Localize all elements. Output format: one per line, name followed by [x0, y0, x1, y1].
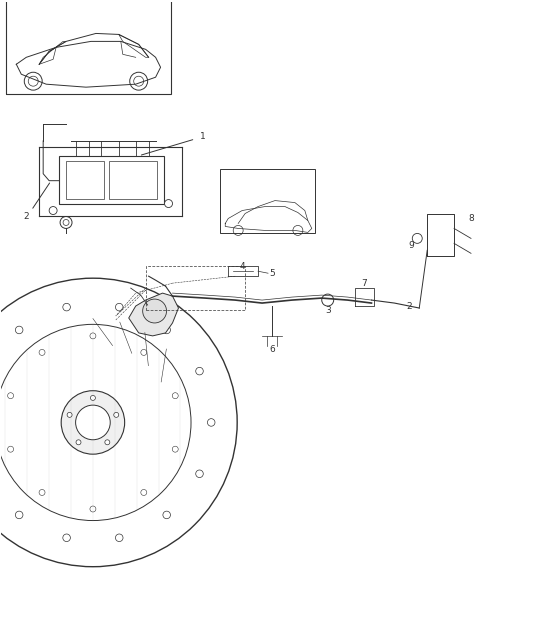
- Circle shape: [76, 440, 81, 445]
- Circle shape: [90, 396, 95, 401]
- Circle shape: [196, 367, 203, 375]
- Circle shape: [90, 333, 96, 339]
- Text: 8: 8: [468, 214, 474, 223]
- Circle shape: [39, 349, 45, 355]
- Circle shape: [196, 470, 203, 477]
- Circle shape: [172, 392, 178, 399]
- Circle shape: [15, 326, 23, 333]
- Circle shape: [141, 489, 147, 495]
- Circle shape: [39, 489, 45, 495]
- Text: 9: 9: [408, 241, 414, 250]
- Circle shape: [165, 200, 173, 207]
- Text: 1: 1: [199, 133, 205, 141]
- Bar: [220, 169, 315, 234]
- Circle shape: [208, 419, 215, 426]
- Text: 6: 6: [269, 345, 275, 354]
- Polygon shape: [129, 293, 178, 336]
- Circle shape: [163, 326, 171, 333]
- Bar: [59, 156, 164, 203]
- Bar: [66, 161, 104, 198]
- Text: 7: 7: [362, 279, 367, 288]
- Circle shape: [116, 534, 123, 541]
- Circle shape: [8, 392, 14, 399]
- Circle shape: [76, 405, 110, 440]
- Circle shape: [15, 511, 23, 519]
- Bar: [7, 0, 171, 94]
- Circle shape: [49, 207, 57, 215]
- Circle shape: [172, 447, 178, 452]
- Text: 2: 2: [23, 212, 29, 221]
- Text: 4: 4: [239, 262, 245, 271]
- Circle shape: [90, 506, 96, 512]
- Circle shape: [61, 391, 125, 454]
- Circle shape: [67, 413, 72, 418]
- Circle shape: [63, 534, 70, 541]
- Circle shape: [60, 217, 72, 229]
- Circle shape: [63, 303, 70, 311]
- Text: 3: 3: [325, 305, 331, 315]
- Circle shape: [114, 413, 119, 418]
- Bar: [109, 161, 156, 198]
- Circle shape: [143, 299, 167, 323]
- Circle shape: [141, 349, 147, 355]
- Text: 5: 5: [269, 269, 275, 278]
- Circle shape: [8, 447, 14, 452]
- Circle shape: [163, 511, 171, 519]
- Circle shape: [105, 440, 110, 445]
- Text: 2: 2: [407, 301, 412, 310]
- Circle shape: [116, 303, 123, 311]
